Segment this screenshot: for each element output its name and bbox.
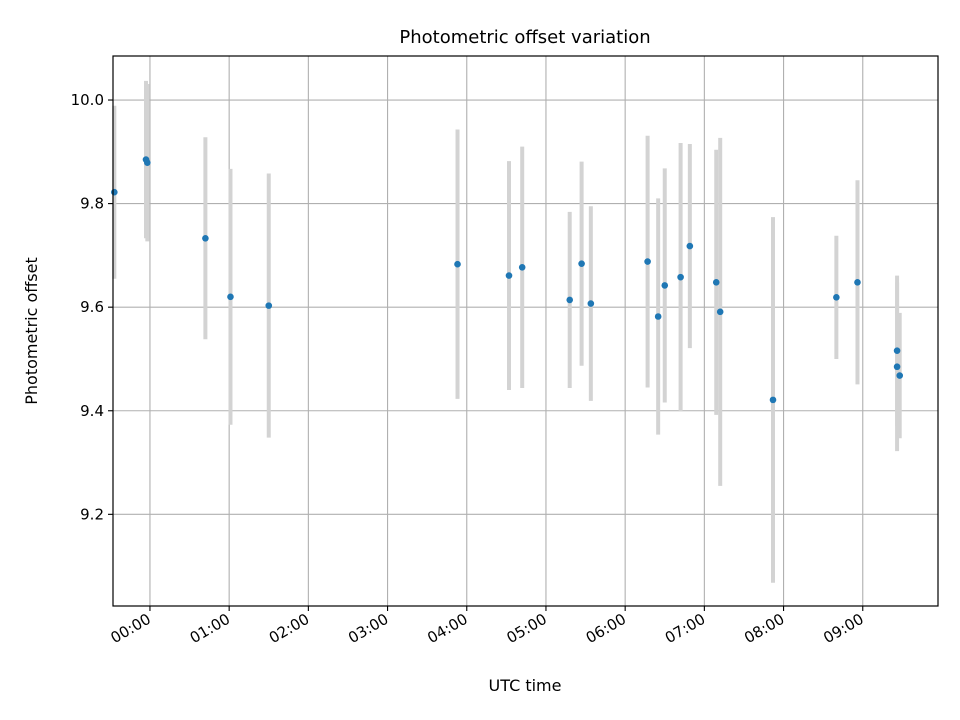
data-point <box>227 293 234 301</box>
y-tick-label: 9.8 <box>80 195 104 213</box>
data-point <box>518 263 526 271</box>
data-point <box>111 188 118 196</box>
x-axis-label: UTC time <box>489 676 562 695</box>
data-point <box>661 282 669 289</box>
y-tick-label: 9.2 <box>80 505 104 523</box>
data-point <box>454 260 461 268</box>
data-point <box>578 260 585 267</box>
plot-frame <box>112 55 939 607</box>
y-axis-label: Photometric offset <box>22 257 41 405</box>
data-point <box>893 363 901 371</box>
data-point <box>644 258 651 265</box>
data-point <box>144 159 151 166</box>
data-point <box>712 279 720 286</box>
data-point <box>716 308 724 316</box>
y-axis: 9.2 9.4 9.6 9.8 10.0 <box>71 91 113 523</box>
data-point <box>677 273 684 281</box>
data-point <box>833 294 840 301</box>
data-point <box>587 300 595 307</box>
data-point <box>893 347 901 354</box>
data-point <box>686 242 694 250</box>
data-points <box>111 156 904 404</box>
grid <box>113 56 938 606</box>
data-point <box>654 313 662 320</box>
data-point <box>854 279 861 286</box>
data-point <box>566 296 574 304</box>
y-tick-label: 9.6 <box>80 298 104 316</box>
data-point <box>896 372 904 379</box>
chart-title: Photometric offset variation <box>399 27 650 48</box>
data-point <box>202 234 209 242</box>
y-tick-label: 10.0 <box>71 91 104 109</box>
data-point <box>769 396 777 404</box>
y-tick-label: 9.4 <box>80 402 104 420</box>
data-point <box>265 302 273 309</box>
data-point <box>505 272 513 279</box>
